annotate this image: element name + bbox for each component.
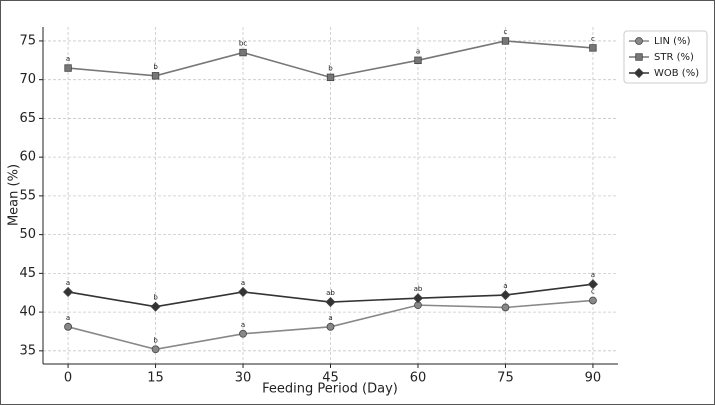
marker <box>325 296 336 308</box>
significance-letter: a <box>503 282 507 290</box>
marker <box>589 296 597 305</box>
marker <box>500 289 511 301</box>
significance-letter: ab <box>414 285 423 293</box>
y-tick-label: 75 <box>19 33 36 48</box>
y-tick-label: 40 <box>19 305 36 320</box>
marker <box>239 48 247 57</box>
marker <box>587 279 598 290</box>
significance-letter: bc <box>239 40 247 48</box>
significance-letter: a <box>66 55 70 63</box>
marker <box>633 67 645 79</box>
marker <box>151 72 160 80</box>
marker <box>63 286 74 298</box>
legend-label: STR (%) <box>654 52 694 63</box>
marker <box>635 53 643 61</box>
significance-letter: a <box>241 321 245 329</box>
x-tick-label: 30 <box>235 371 252 386</box>
marker <box>239 329 247 338</box>
legend-box <box>623 30 708 84</box>
x-tick-label: 90 <box>585 371 602 386</box>
significance-letter: a <box>591 271 595 279</box>
significance-letter: b <box>153 63 158 71</box>
x-tick-label: 15 <box>147 371 164 386</box>
significance-letter: b <box>328 64 333 72</box>
marker <box>414 56 422 65</box>
legend-label: WOB (%) <box>654 68 699 79</box>
significance-letter: a <box>66 314 70 322</box>
y-tick-label: 50 <box>19 227 36 242</box>
y-tick-label: 60 <box>19 150 36 165</box>
marker <box>589 44 597 52</box>
y-tick-label: 65 <box>19 111 36 126</box>
x-tick-label: 0 <box>64 371 72 386</box>
marker <box>64 64 72 72</box>
y-tick-label: 55 <box>19 188 36 203</box>
x-axis-label: Feeding Period (Day) <box>262 382 398 397</box>
y-tick-label: 35 <box>19 343 36 358</box>
x-tick-label: 45 <box>322 371 339 386</box>
y-tick-label: 45 <box>19 266 36 281</box>
marker <box>64 322 72 331</box>
marker <box>501 37 510 45</box>
marker <box>412 293 424 304</box>
significance-letter: c <box>591 287 595 295</box>
marker <box>150 301 161 312</box>
marker <box>237 286 249 298</box>
marker <box>635 37 643 45</box>
significance-letter: c <box>591 35 595 43</box>
y-tick-label: 70 <box>19 72 36 87</box>
significance-letter: a <box>328 314 332 322</box>
y-axis-label: Mean (%) <box>7 164 22 226</box>
legend-label: LIN (%) <box>654 36 691 47</box>
marker <box>326 322 335 331</box>
significance-letter: b <box>153 336 158 344</box>
marker <box>326 73 335 82</box>
marker <box>151 345 160 354</box>
significance-letter: b <box>153 294 158 302</box>
x-tick-label: 60 <box>410 371 427 386</box>
marker <box>501 303 510 312</box>
significance-letter: c <box>504 28 508 36</box>
significance-letter: a <box>66 279 70 287</box>
significance-letter: a <box>416 47 420 55</box>
significance-letter: a <box>241 279 245 287</box>
significance-letter: ab <box>326 289 335 297</box>
x-tick-label: 75 <box>497 371 514 386</box>
